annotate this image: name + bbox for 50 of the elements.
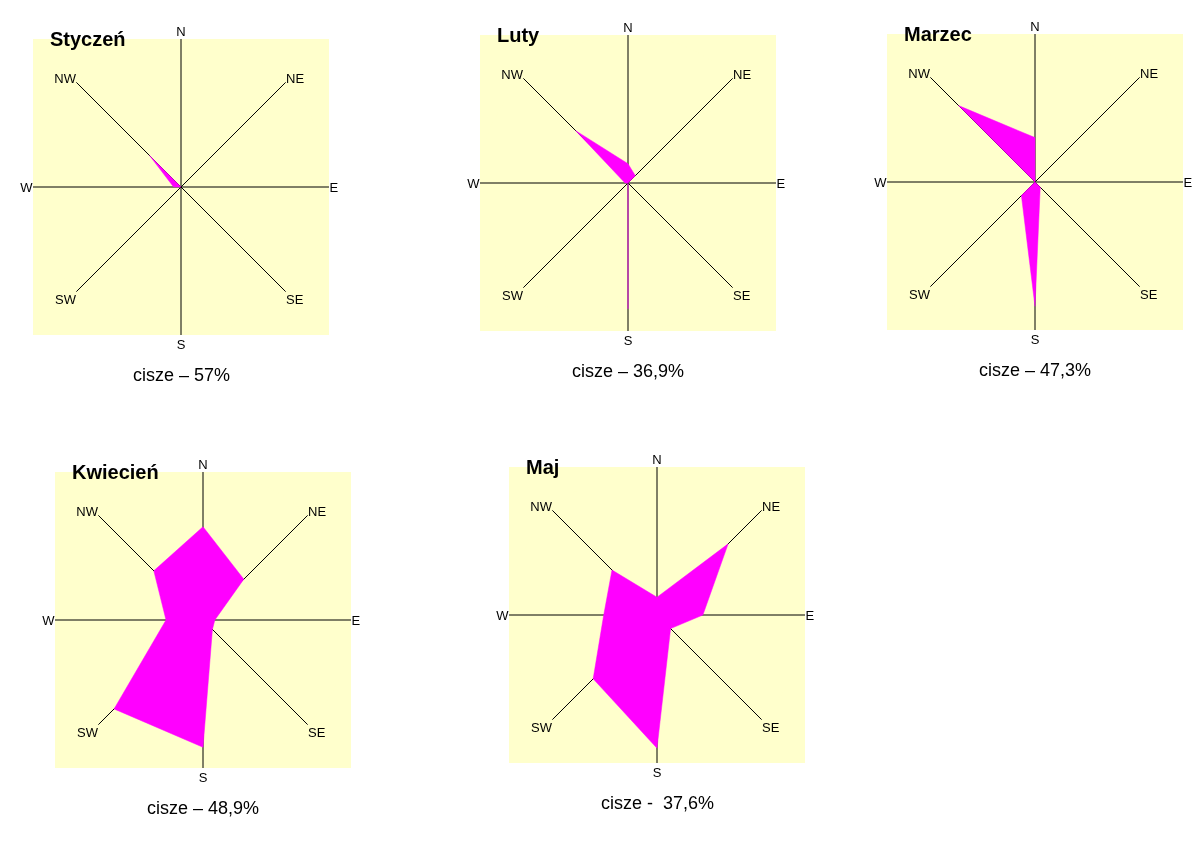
text: cisze – 36,9% — [572, 361, 685, 381]
spoke-label: W — [874, 174, 888, 190]
spoke-label: W — [467, 175, 481, 191]
spoke-label: SW — [531, 720, 553, 736]
spoke-label: SW — [502, 288, 524, 304]
spoke-label: NE — [762, 499, 781, 515]
spoke-label: NE — [286, 71, 305, 87]
text: cisze – 47,3% — [979, 360, 1092, 380]
spoke-label: NE — [1140, 66, 1159, 82]
chart-title: Luty — [497, 24, 541, 46]
spoke-label: S — [176, 336, 186, 352]
spoke-label: NW — [501, 67, 524, 83]
spoke-label: N — [652, 451, 662, 467]
spoke-label: NE — [308, 504, 327, 520]
spoke-label: S — [1030, 331, 1040, 347]
spoke-label: SE — [762, 720, 780, 736]
spoke-label: SE — [308, 725, 326, 741]
spoke-label: SW — [77, 725, 99, 741]
text: cisze – 57% — [133, 365, 231, 385]
spoke-label: NW — [530, 499, 553, 515]
chart-title: Kwiecień — [72, 461, 159, 483]
spoke-label: SW — [909, 287, 931, 303]
spoke-label: SW — [55, 292, 77, 308]
spoke-label: E — [805, 607, 815, 623]
spoke-label: W — [42, 612, 56, 628]
chart-title: Styczeń — [50, 28, 126, 50]
spoke-label: NW — [76, 504, 99, 520]
spoke-label: W — [496, 607, 510, 623]
spoke-label: N — [198, 456, 208, 472]
spoke-label: N — [623, 19, 633, 35]
spoke-label: SE — [1140, 287, 1158, 303]
spoke-label: E — [776, 175, 786, 191]
spoke-label: NE — [733, 67, 752, 83]
text: cisze – 48,9% — [147, 798, 260, 818]
spoke-label: E — [1183, 174, 1193, 190]
spoke-label: W — [20, 179, 34, 195]
text: cisze - 37,6% — [601, 793, 715, 813]
spoke-label: NW — [908, 66, 931, 82]
spoke-label: NW — [54, 71, 77, 87]
spoke-label: S — [652, 764, 662, 780]
spoke-label: N — [176, 23, 186, 39]
chart-title: Marzec — [904, 23, 972, 45]
spoke-label: SE — [286, 292, 304, 308]
spoke-label: S — [623, 332, 633, 348]
spoke-label: N — [1030, 18, 1040, 34]
spoke-label: E — [351, 612, 361, 628]
spoke-label: SE — [733, 288, 751, 304]
spoke-label: E — [329, 179, 339, 195]
chart-title: Maj — [526, 456, 560, 478]
spoke-label: S — [198, 769, 208, 785]
